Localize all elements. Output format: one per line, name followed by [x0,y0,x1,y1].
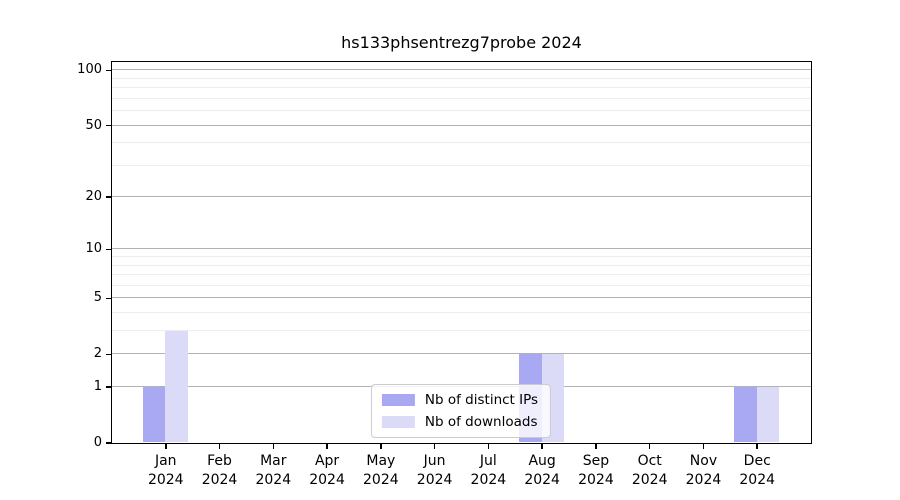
x-tick-label-year: 2024 [255,471,292,488]
x-tick-label-year: 2024 [416,471,453,488]
x-tick-mark [380,443,382,449]
x-tick-label: Aug 2024 [507,452,577,489]
x-tick-label-month: Jun [423,453,446,469]
x-tick-mark [165,443,167,449]
x-tick-label-year: 2024 [685,471,722,488]
y-tick-mark [105,69,111,72]
x-tick-label-year: 2024 [739,471,776,488]
gridline-minor [111,274,811,276]
bar-distinct-ips-dec [734,386,757,443]
gridline-minor [111,164,811,166]
x-tick-label-month: May [366,453,396,469]
y-tick-label: 100 [77,62,102,78]
gridline-major [111,196,811,198]
y-tick-mark [105,353,111,356]
x-tick-label-year: 2024 [470,471,507,488]
x-tick-mark [218,443,221,449]
y-tick-mark [105,386,111,388]
x-tick-label-month: Nov [689,453,718,469]
x-tick-label-month: Jul [479,453,497,469]
x-tick-label: Mar 2024 [238,452,308,489]
gridline-minor [111,97,811,99]
x-tick-label: Jan 2024 [131,452,201,489]
x-tick-label-month: Mar [260,453,287,469]
x-tick-label-month: Dec [743,453,771,469]
x-tick-mark [541,443,543,449]
bar-downloads-dec [756,386,780,443]
x-tick-label-month: Feb [207,453,232,469]
x-tick-label: Feb 2024 [185,452,255,489]
bar-downloads-jan [165,330,188,443]
x-tick-label: Apr 2024 [292,452,362,489]
x-tick-mark [272,443,275,449]
y-tick-label: 10 [85,241,102,257]
legend-label-distinct-ips: Nb of distinct IPs [424,391,539,408]
x-tick-mark [595,443,597,449]
gridline-major [111,124,811,126]
y-tick-mark [105,442,111,444]
x-tick-mark [433,443,436,449]
y-tick-mark [105,297,111,300]
x-tick-label: Dec 2024 [722,452,792,489]
legend-row-downloads: Nb of downloads [381,413,538,430]
x-tick-label-month: Sep [582,453,610,469]
y-tick-label: 50 [85,117,102,133]
gridline-major [111,248,811,250]
gridline-minor [111,284,811,286]
gridline-minor [111,110,811,112]
x-tick-label: Sep 2024 [561,452,631,489]
x-tick-label-year: 2024 [147,471,184,488]
x-tick-label-month: Aug [528,453,556,469]
legend-row-distinct-ips: Nb of distinct IPs [381,391,539,408]
x-tick-label-year: 2024 [309,471,345,488]
bar-distinct-ips-jan [142,386,166,443]
gridline-minor [111,77,811,79]
legend-label-downloads: Nb of downloads [424,413,538,430]
legend-swatch-downloads-icon [381,415,415,428]
x-tick-label-year: 2024 [578,471,614,488]
chart-title: hs133phsentrezg7probe 2024 [341,33,582,52]
x-tick-mark [326,443,328,449]
gridline-major [111,353,811,355]
y-tick-mark [105,248,111,251]
gridline-minor [111,87,811,89]
gridline-minor [111,330,811,332]
y-tick-mark [105,124,111,127]
x-tick-label: Jun 2024 [400,452,470,489]
x-tick-mark [487,443,490,449]
x-tick-label: Nov 2024 [668,452,738,489]
gridline-minor [111,264,811,266]
x-tick-label-month: Jan [154,453,177,469]
gridline-major [111,69,811,71]
x-tick-label-year: 2024 [201,471,238,488]
x-tick-mark [702,443,705,449]
x-tick-label: May 2024 [346,452,416,489]
legend: Nb of distinct IPs Nb of downloads [370,383,552,438]
x-tick-label-month: Oct [637,453,662,469]
plot-area: Nb of distinct IPs Nb of downloads [110,60,812,444]
x-tick-label: Oct 2024 [615,452,685,489]
y-tick-label: 5 [93,290,102,306]
x-tick-label-year: 2024 [631,471,668,488]
gridline-minor [111,312,811,314]
legend-swatch-distinct-ips-icon [381,393,415,406]
y-tick-mark [105,196,111,198]
x-tick-label-year: 2024 [524,471,560,488]
y-tick-label: 20 [85,189,102,205]
x-tick-label-year: 2024 [363,471,399,488]
y-tick-label: 1 [93,379,102,395]
x-tick-mark [756,443,758,449]
x-tick-mark [648,443,651,449]
y-tick-label: 2 [93,346,102,362]
x-tick-label-month: Apr [314,453,340,469]
x-tick-label: Jul 2024 [453,452,523,489]
gridline-major [111,297,811,299]
y-tick-label: 0 [93,435,102,450]
gridline-minor [111,256,811,258]
gridline-minor [111,142,811,144]
